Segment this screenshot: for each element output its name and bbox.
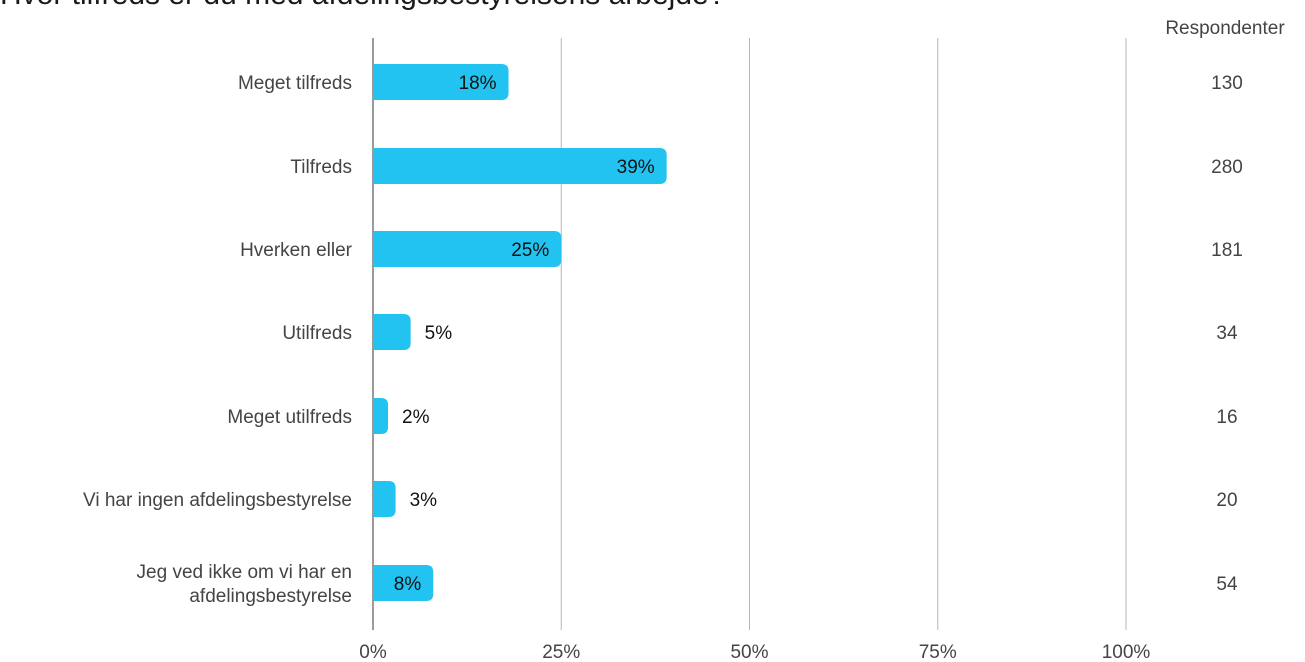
category-label: Hverken eller [240,240,353,261]
respondent-count: 130 [1211,73,1243,94]
bar [373,398,389,434]
x-tick-label: 25% [542,642,580,662]
respondent-count: 34 [1216,323,1238,344]
category-label: Utilfreds [282,323,352,344]
bar-value-label: 5% [425,323,453,344]
bar-value-label: 18% [459,73,497,94]
respondent-count: 16 [1216,407,1237,428]
bar-value-label: 39% [617,157,655,178]
category-label: Tilfreds [290,157,352,178]
category-label: Meget utilfreds [227,407,352,428]
bar [373,148,667,184]
x-tick-label: 50% [730,642,768,662]
bar-value-label: 8% [394,574,422,595]
category-label: Jeg ved ikke om vi har en [137,562,352,583]
x-tick-label: 100% [1102,642,1151,662]
bar [373,64,509,100]
respondent-count: 20 [1216,490,1237,511]
x-tick-label: 0% [359,642,387,662]
x-tick-label: 75% [919,642,957,662]
category-label: Meget tilfreds [238,73,352,94]
respondent-count: 280 [1211,157,1243,178]
bar [373,481,396,517]
chart-title: Hvor tilfreds er du med afdelingsbestyre… [0,0,1140,18]
category-label: afdelingsbestyrelse [189,586,352,607]
bar-value-label: 3% [410,490,438,511]
bar [373,231,562,267]
bar [373,565,434,601]
bar [373,314,411,350]
respondents-header: Respondenter [1165,18,1285,39]
bar-value-label: 2% [402,407,430,428]
category-label: Vi har ingen afdelingsbestyrelse [83,490,352,511]
respondent-count: 54 [1216,574,1238,595]
respondent-count: 181 [1211,240,1243,261]
bar-value-label: 25% [511,240,549,261]
